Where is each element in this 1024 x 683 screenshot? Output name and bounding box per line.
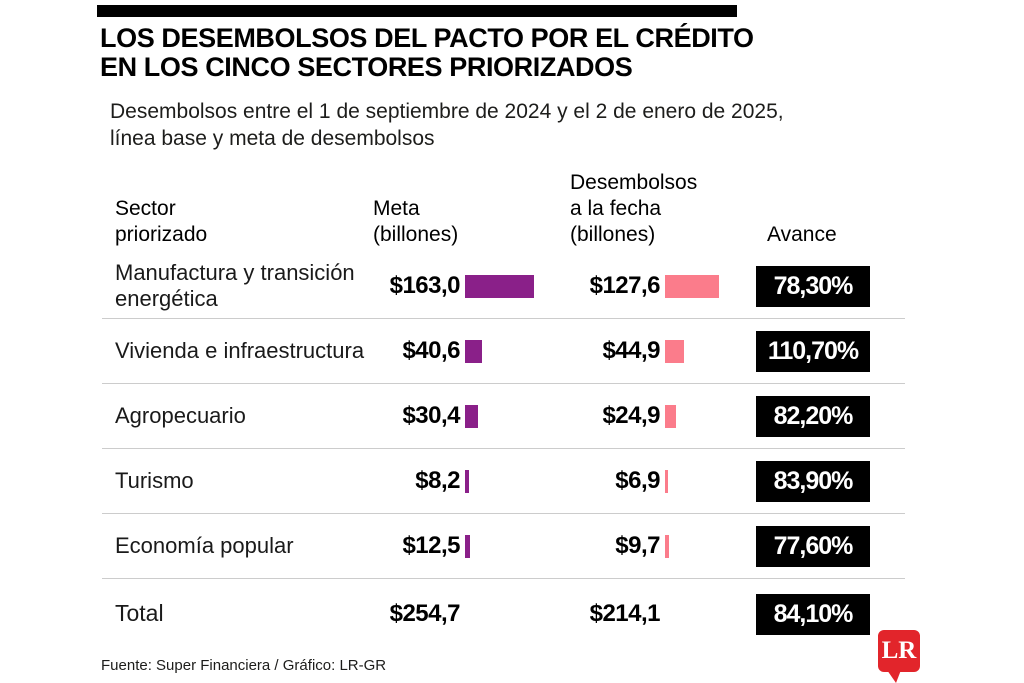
- avance-badge: 84,10%: [756, 593, 870, 635]
- meta-value: $254,7: [389, 600, 461, 627]
- page-title: LOS DESEMBOLSOS DEL PACTO POR EL CRÉDITO…: [100, 23, 754, 83]
- desembolso-value: $214,1: [589, 600, 661, 627]
- desembolso-bar: [665, 339, 685, 363]
- avance-badge: 83,90%: [756, 460, 870, 502]
- desembolso-value: $24,9: [602, 402, 660, 429]
- sector-label: Agropecuario: [115, 403, 246, 429]
- source-credit: Fuente: Super Financiera / Gráfico: LR-G…: [101, 657, 387, 674]
- desembolso-bar: [665, 404, 676, 428]
- avance-badge: 78,30%: [756, 265, 870, 307]
- meta-bar: [465, 339, 483, 363]
- meta-cell: $8,2: [373, 467, 570, 495]
- sector-label: Vivienda e infraestructura: [115, 338, 365, 364]
- desembolso-value: $44,9: [602, 337, 660, 364]
- meta-bar: [465, 404, 478, 428]
- avance-cell: 82,20%: [756, 395, 905, 437]
- desembolso-cell: $127,6: [570, 272, 767, 300]
- desembolso-value: $6,9: [615, 467, 660, 494]
- avance-cell: 84,10%: [756, 593, 905, 635]
- meta-cell: $30,4: [373, 402, 570, 430]
- meta-value: $163,0: [389, 272, 461, 299]
- desembolso-cell: $24,9: [570, 402, 767, 430]
- lr-logo-tail: [887, 670, 901, 683]
- column-header-meta: Meta (billones): [373, 196, 459, 246]
- column-header-desembolsos: Desembolsos a la fecha (billones): [570, 170, 698, 246]
- desembolso-bar: [665, 274, 720, 298]
- meta-value: $12,5: [402, 532, 460, 559]
- sector-label: Turismo: [115, 468, 194, 494]
- table-row: Economía popular $12,5 $9,7 77,60%: [102, 514, 905, 579]
- avance-cell: 83,90%: [756, 460, 905, 502]
- meta-bar: [465, 534, 471, 558]
- table-row: Agropecuario $30,4 $24,9 82,20%: [102, 384, 905, 449]
- lr-logo: LR: [878, 630, 920, 683]
- table-row: Turismo $8,2 $6,9 83,90%: [102, 449, 905, 514]
- table-row: Total $254,7 $214,1 84,10%: [102, 579, 905, 649]
- meta-cell: $163,0: [373, 272, 570, 300]
- meta-value: $30,4: [402, 402, 460, 429]
- column-header-sector: Sector priorizado: [115, 196, 208, 246]
- desembolso-bar: [665, 469, 668, 493]
- avance-badge: 82,20%: [756, 395, 870, 437]
- meta-cell: $40,6: [373, 337, 570, 365]
- meta-value: $8,2: [415, 467, 460, 494]
- desembolso-value: $9,7: [615, 532, 660, 559]
- avance-badge: 77,60%: [756, 525, 870, 567]
- desembolso-bar: [665, 534, 670, 558]
- avance-cell: 110,70%: [756, 330, 905, 372]
- lr-logo-box: LR: [878, 630, 920, 672]
- sector-label: Manufactura y transición energética: [115, 260, 355, 311]
- meta-value: $40,6: [402, 337, 460, 364]
- subtitle: Desembolsos entre el 1 de septiembre de …: [110, 100, 784, 151]
- table-row: Manufactura y transición energética $163…: [102, 254, 905, 319]
- sector-label: Total: [115, 600, 164, 627]
- avance-badge: 110,70%: [756, 330, 870, 372]
- table-body: Manufactura y transición energética $163…: [0, 254, 1024, 649]
- avance-cell: 78,30%: [756, 265, 905, 307]
- meta-bar: [465, 274, 535, 298]
- sector-label: Economía popular: [115, 533, 294, 559]
- desembolso-value: $127,6: [589, 272, 661, 299]
- desembolso-cell: $44,9: [570, 337, 767, 365]
- avance-cell: 77,60%: [756, 525, 905, 567]
- desembolso-cell: $9,7: [570, 532, 767, 560]
- meta-cell: $254,7: [373, 600, 570, 628]
- column-header-avance: Avance: [767, 222, 837, 246]
- meta-bar: [465, 469, 469, 493]
- desembolso-cell: $214,1: [570, 600, 767, 628]
- column-headers: Sector priorizado Meta (billones) Desemb…: [0, 164, 1024, 248]
- table-row: Vivienda e infraestructura $40,6 $44,9 1…: [102, 319, 905, 384]
- meta-cell: $12,5: [373, 532, 570, 560]
- desembolso-cell: $6,9: [570, 467, 767, 495]
- top-rule: [97, 5, 737, 17]
